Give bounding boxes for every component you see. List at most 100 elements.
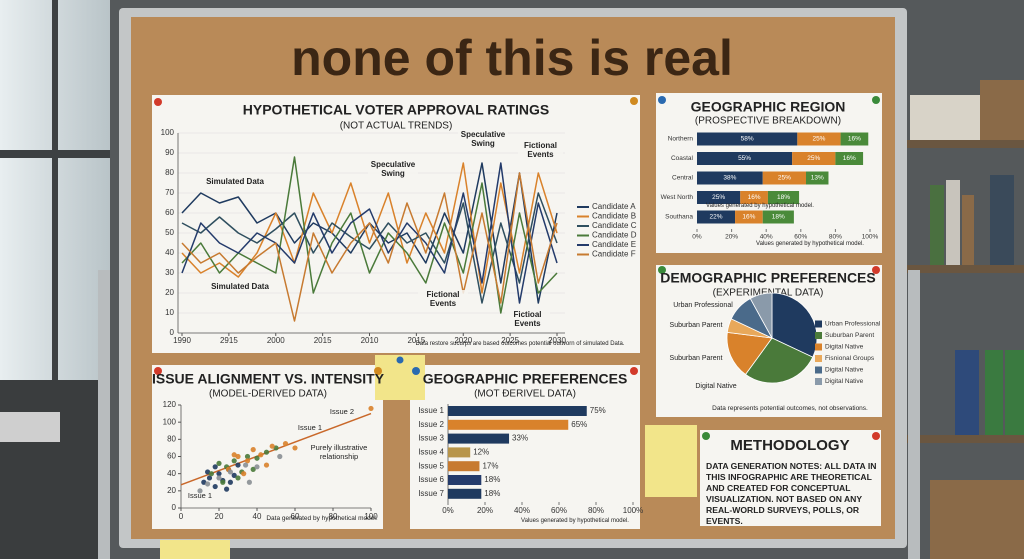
bar (448, 488, 482, 499)
value-label: 25% (812, 136, 825, 143)
legend-label: Digital Native (825, 344, 864, 351)
annotation: Suburban Parent (669, 322, 723, 329)
y-tick-label: Coastal (671, 155, 694, 162)
x-tick-label: 100% (623, 506, 643, 515)
legend-label: Candidate B (592, 212, 636, 221)
pin (396, 356, 404, 364)
legend-label: Candidate E (592, 240, 636, 249)
scatter-point (368, 405, 374, 412)
scatter-point (224, 486, 230, 492)
scatter-point (254, 455, 260, 461)
legend-label: Candidate C (592, 221, 637, 230)
scatter-point (227, 479, 233, 485)
pin (630, 97, 638, 105)
panel (700, 430, 881, 526)
window-bar (52, 0, 58, 380)
x-tick-label: 0 (179, 512, 184, 521)
x-tick-label: 2915 (220, 336, 238, 345)
x-tick-label: 60% (551, 506, 567, 515)
value-label: 33% (512, 434, 528, 443)
scatter-point (244, 453, 251, 460)
y-tick-label: Issue 7 (418, 489, 444, 498)
bar (448, 419, 569, 430)
legend-label: Digital Native (825, 378, 864, 385)
sill (0, 380, 110, 559)
book (990, 175, 1014, 265)
pin (872, 96, 880, 104)
scatter-point (216, 460, 222, 466)
x-tick-label: 2010 (361, 336, 379, 345)
chart-subtitle: (NOT ACTUAL TRENDS) (340, 121, 453, 132)
scatter-point (220, 479, 226, 485)
panel (152, 365, 383, 529)
x-tick-label: 0% (442, 506, 454, 515)
y-tick-label: Issue 5 (418, 461, 444, 470)
y-tick-label: 50 (165, 228, 174, 237)
legend-swatch (815, 332, 822, 339)
line-series (181, 162, 558, 294)
x-tick-label: 2000 (267, 336, 285, 345)
value-label: 22% (710, 214, 723, 221)
pin (374, 367, 382, 375)
bar-segment (697, 171, 763, 185)
pie-slice (744, 337, 814, 384)
x-tick-label: 60% (794, 234, 807, 241)
legend-label: Urban Professional (825, 321, 881, 328)
chart-title: HYPOTHETICAL VOTER APPROVAL RATINGS (243, 102, 549, 118)
value-label: 16% (843, 155, 856, 162)
pin (872, 266, 880, 274)
value-label: 18% (484, 489, 500, 498)
bar (448, 461, 480, 472)
scatter-point (212, 464, 218, 470)
annotation: Urban Professional (673, 302, 733, 309)
scatter-point (197, 488, 203, 494)
papers (910, 95, 980, 140)
scatter-point (292, 445, 298, 451)
scatter-point (206, 475, 213, 481)
binder (1005, 350, 1024, 435)
book (962, 195, 974, 265)
scatter-point (243, 462, 249, 468)
value-label: 18% (772, 214, 785, 221)
binders (0, 412, 60, 442)
legend-swatch (815, 343, 822, 351)
bar-segment (697, 152, 793, 165)
value-label: 17% (482, 461, 498, 470)
footnote: Data restore sucurps are based outcomes … (415, 341, 625, 347)
legend-swatch (815, 320, 822, 328)
annotation: Fictioal Events (505, 310, 550, 328)
annotation: Issue 1 (187, 491, 213, 500)
x-tick-label: 2015 (407, 336, 425, 345)
scatter-point (212, 483, 218, 490)
y-tick-label: Issue 1 (418, 406, 444, 415)
y-tick-label: 80 (167, 434, 176, 443)
x-tick-label: 80 (329, 512, 338, 521)
annotation: Fictional Events (518, 141, 563, 159)
value-label: 25% (807, 155, 820, 162)
y-tick-label: Northern (668, 136, 694, 143)
bar-segment (767, 191, 800, 204)
bar-segment (762, 171, 806, 185)
value-label: 25% (778, 175, 791, 182)
value-label: 13% (811, 175, 824, 182)
chart-title: GEOGRAPHIC REGION (691, 99, 846, 115)
annotation: Purely illustrative relationship (310, 443, 368, 461)
annotation: Suburban Parent (669, 355, 723, 362)
annotation: Speculative Swing (458, 130, 508, 148)
bar-segment (805, 171, 829, 185)
annotation: Digital Native (695, 383, 737, 390)
y-tick-label: Southana (665, 214, 693, 221)
scatter-point (250, 447, 256, 453)
bar-segment (697, 210, 736, 224)
scatter-point (227, 469, 233, 475)
sticky-note (645, 425, 697, 497)
scatter-point (231, 472, 237, 478)
value-label: 18% (484, 475, 500, 484)
y-tick-label: 70 (165, 188, 174, 197)
annotation: Issue 1 (297, 423, 323, 432)
binder (955, 350, 979, 435)
legend-swatch (815, 366, 822, 374)
book (946, 180, 960, 265)
